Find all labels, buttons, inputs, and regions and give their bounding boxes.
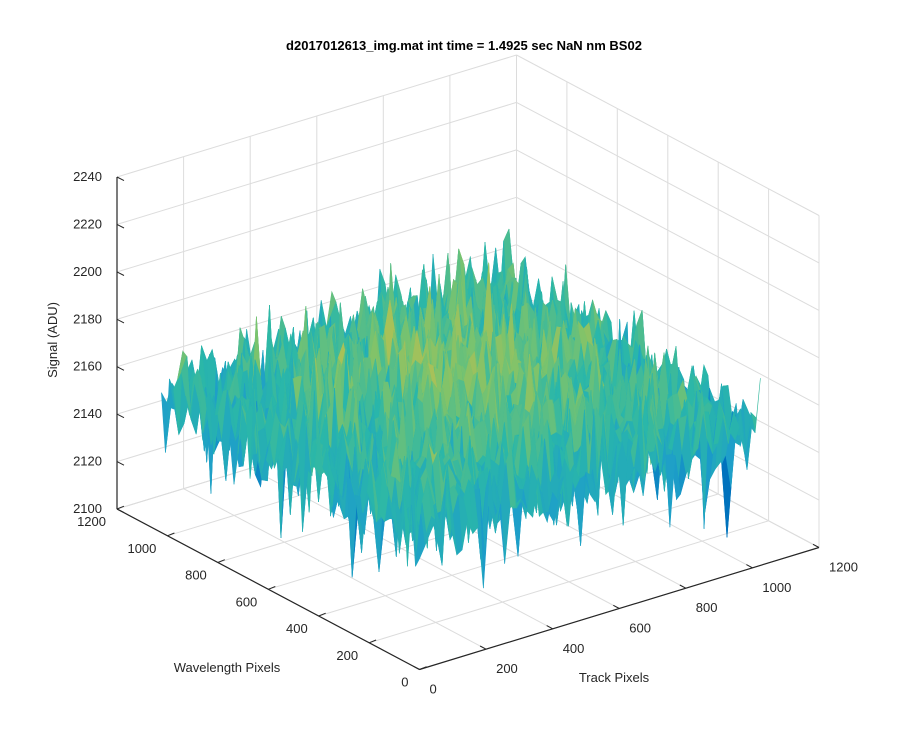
x-tick-mark	[479, 645, 487, 650]
y-axis-label: Wavelength Pixels	[174, 660, 281, 675]
y-tick-mark	[268, 586, 276, 590]
z-tick-label: 2100	[73, 501, 102, 516]
x-tick-label: 600	[629, 621, 651, 636]
grid-line	[516, 54, 820, 216]
x-axis-label: Track Pixels	[579, 670, 650, 685]
ticks-layer: 0 200 400 600 800 1000 1200 0 200 400 600 800 1000 12…	[73, 169, 858, 697]
x-tick-label: 1200	[829, 560, 858, 575]
x-tick-mark	[746, 564, 753, 569]
x-tick-label: 400	[563, 641, 585, 656]
z-tick-label: 2140	[73, 406, 102, 421]
z-tick-label: 2220	[73, 216, 102, 231]
z-tick-mark	[116, 508, 125, 514]
grid-line	[116, 196, 517, 320]
z-tick-mark	[116, 318, 125, 324]
y-tick-label: 200	[336, 648, 358, 663]
z-tick-label: 2180	[73, 311, 102, 326]
z-tick-mark	[116, 413, 125, 419]
y-tick-label: 400	[286, 621, 308, 636]
y-tick-mark	[116, 505, 125, 510]
grid-line	[368, 520, 769, 644]
y-tick-label: 1200	[77, 514, 106, 529]
x-tick-mark	[812, 543, 820, 548]
grid-line	[516, 244, 820, 406]
y-tick-label: 1000	[127, 541, 156, 556]
grid-line	[116, 101, 517, 225]
x-tick-mark	[613, 604, 620, 609]
surface-cell	[665, 454, 676, 528]
z-tick-label: 2200	[73, 264, 102, 279]
surface-cell	[415, 514, 426, 567]
y-tick-mark	[167, 532, 175, 537]
grid-line	[116, 244, 517, 368]
grid-line	[516, 149, 820, 311]
z-axis-label: Signal (ADU)	[45, 302, 60, 378]
y-tick-mark	[368, 639, 377, 644]
grid-line	[516, 101, 820, 264]
x-tick-label: 1000	[762, 580, 791, 595]
x-tick-label: 0	[430, 682, 437, 697]
z-tick-label: 2120	[73, 454, 102, 469]
y-tick-mark	[318, 612, 326, 617]
y-tick-label: 600	[236, 594, 258, 609]
x-tick-mark	[679, 584, 687, 589]
grid-line	[516, 196, 820, 359]
x-tick-mark	[413, 665, 420, 670]
surface-cell	[512, 499, 523, 557]
x-tick-label: 200	[496, 661, 518, 676]
z-tick-label: 2160	[73, 359, 102, 374]
z-tick-mark	[116, 461, 125, 466]
z-tick-mark	[116, 271, 125, 276]
grid-line	[116, 149, 517, 273]
chart-title: d2017012613_img.mat int time = 1.4925 se…	[286, 38, 642, 53]
x-tick-label: 800	[696, 600, 718, 615]
surface-layer	[161, 228, 761, 589]
z-tick-mark	[116, 366, 125, 371]
grid-line	[318, 493, 719, 617]
y-tick-mark	[419, 666, 427, 670]
z-tick-mark	[116, 223, 125, 229]
x-tick-mark	[546, 625, 553, 630]
y-tick-mark	[217, 559, 225, 563]
z-tick-mark	[116, 176, 125, 182]
y-tick-label: 0	[401, 675, 408, 690]
y-tick-label: 800	[185, 568, 207, 583]
grid-line	[116, 54, 517, 178]
z-tick-label: 2240	[73, 169, 102, 184]
